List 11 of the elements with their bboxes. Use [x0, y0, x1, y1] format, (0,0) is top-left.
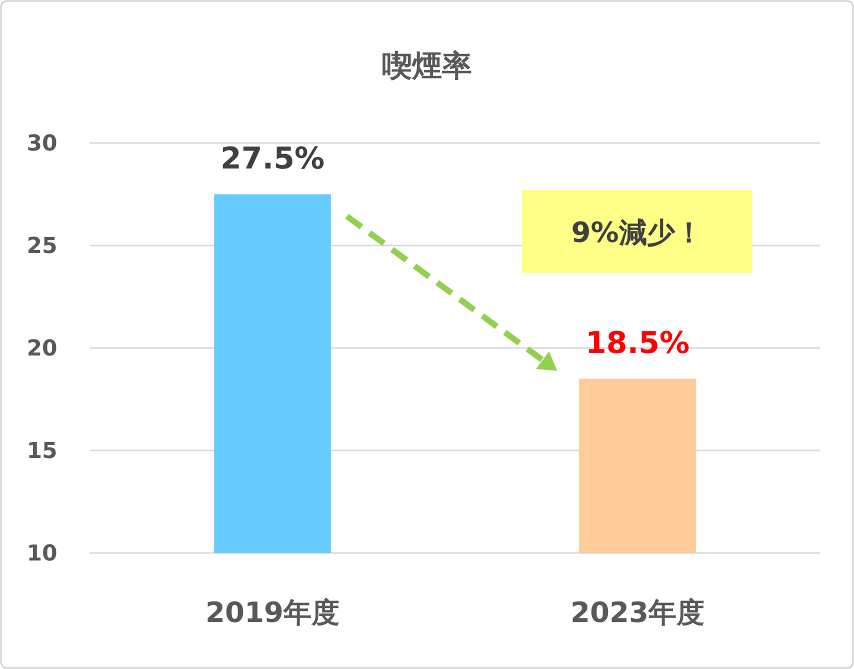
- y-tick-label: 20: [26, 336, 58, 362]
- y-tick-label: 30: [26, 132, 58, 157]
- y-tick-label: 15: [26, 439, 58, 464]
- annotation: 9%減少！: [571, 216, 703, 249]
- y-tick-label: 25: [26, 234, 58, 260]
- data-label: 18.5%: [585, 326, 690, 361]
- data-label: 27.5%: [220, 141, 325, 176]
- x-tick-label: 2023年度: [570, 596, 704, 629]
- y-tick-label: 10: [26, 542, 58, 567]
- chart-title: 喫煙率: [382, 49, 472, 84]
- x-tick-label: 2019年度: [206, 596, 340, 629]
